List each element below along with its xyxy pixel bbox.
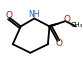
Text: NH: NH [29, 10, 40, 19]
Text: CH₃: CH₃ [70, 22, 82, 28]
Text: O: O [56, 39, 63, 48]
Polygon shape [49, 23, 58, 27]
Text: O: O [63, 15, 70, 24]
Text: O: O [5, 11, 12, 20]
